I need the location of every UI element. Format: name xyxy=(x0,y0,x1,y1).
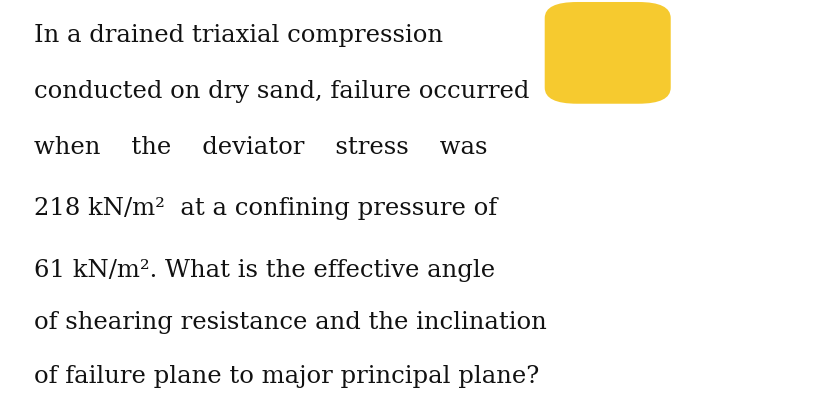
Text: 61 kN/m². What is the effective angle: 61 kN/m². What is the effective angle xyxy=(34,259,495,282)
Text: when    the    deviator    stress    was: when the deviator stress was xyxy=(34,136,488,159)
Text: 218 kN/m²  at a confining pressure of: 218 kN/m² at a confining pressure of xyxy=(34,198,498,221)
Text: conducted on dry sand, failure occurred: conducted on dry sand, failure occurred xyxy=(34,80,529,103)
Text: of failure plane to major principal plane?: of failure plane to major principal plan… xyxy=(34,365,539,388)
Text: of shearing resistance and the inclination: of shearing resistance and the inclinati… xyxy=(34,311,547,334)
Text: In a drained triaxial compression: In a drained triaxial compression xyxy=(34,24,443,47)
FancyBboxPatch shape xyxy=(545,2,671,104)
